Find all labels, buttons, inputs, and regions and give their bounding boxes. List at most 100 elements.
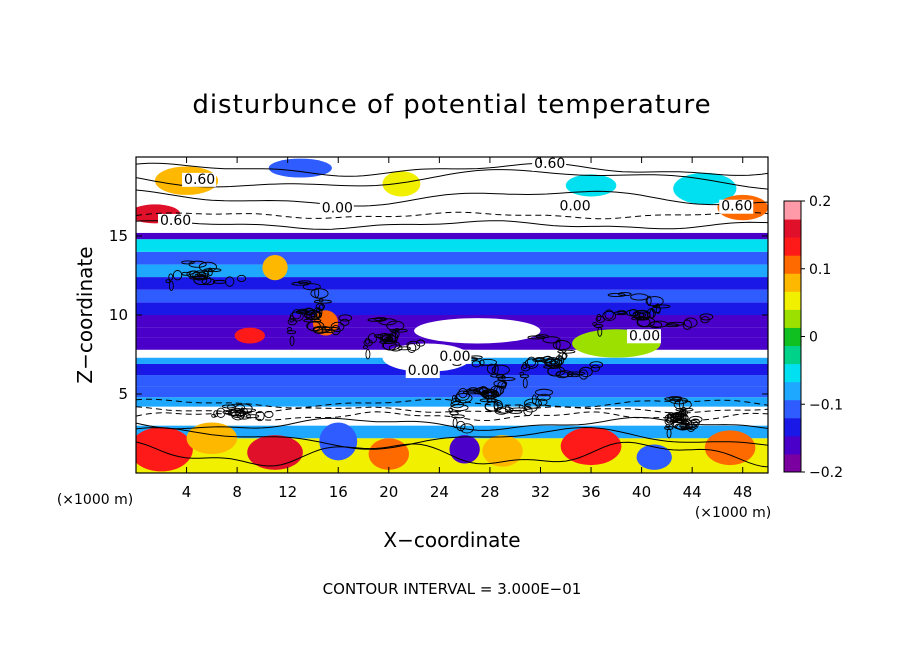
contour-loop [674,422,693,430]
contour-loop [382,340,401,351]
contour-loop [664,413,679,424]
contour-loop [688,415,703,424]
heatmap-blob-8 [636,444,672,470]
contour-loop [462,390,482,395]
heatmap-band-18 [136,232,768,240]
contour-loop [471,360,481,368]
contour-loop [207,267,213,272]
colorbar-cell [784,417,801,437]
contour-label-4: 0.00 [559,199,590,215]
x-tick-label: 32 [531,483,550,501]
contour-loop [388,344,403,352]
contour-loop [646,295,652,306]
contour-loop [519,374,530,379]
contour-loop [677,419,682,424]
contour-labels: 0.600.600.000.600.00 0.600.000.000.00 [158,157,754,379]
contour-loop [524,358,539,369]
contour-loop [451,414,465,419]
colorbar-cell [784,435,801,455]
heatmap-blob-9 [704,430,756,466]
y-unit-label: (×1000 m) [57,492,133,508]
x-tick-label: 16 [329,483,348,501]
colorbar-tick-label: 0.1 [809,262,831,278]
contour-loop [508,409,523,414]
contour-label-7: 0.00 [408,363,439,379]
x-tick-label: 44 [683,483,702,501]
contour-loop [310,318,316,323]
heatmap-band-15 [136,264,768,278]
y-tick-label: 15 [109,227,128,245]
contour-loop [683,317,698,328]
contour-label-5: 0.60 [721,199,752,215]
colorbar-cell [784,381,801,401]
contour-loop [678,399,684,410]
heatmap-blob-17 [414,318,541,344]
contour-loop [301,308,316,316]
contour-loop [558,352,568,360]
contour-line [136,220,768,230]
contour-loop [602,310,617,322]
contour-loop [523,398,543,409]
heatmap-band-17 [136,239,768,252]
heatmap-band-16 [136,251,768,265]
heatmap-blob-13 [565,174,617,197]
contour-label-bg [437,349,472,364]
contour-loop [394,327,400,332]
contour-loop [289,311,304,322]
contour-loop [597,326,603,337]
contour-loop [181,260,195,265]
contour-label-0: 0.60 [184,172,215,188]
contour-loop [315,303,325,311]
contour-loop [286,330,297,335]
contour-line [136,416,768,431]
colorbar-ticks: −0.2 −0.1 0 0.1 0.2 [801,194,843,481]
contour-loop [480,392,499,396]
contour-loop [590,364,601,372]
contour-loop [493,380,508,388]
contour-loop [454,392,473,404]
contour-line [136,189,768,207]
colorbar-cell [784,237,801,256]
contour-line [136,426,768,450]
colorbar-cell [784,453,801,473]
contour-loop [292,309,302,320]
colorbar-cell [784,345,801,365]
contour-loop [676,423,690,431]
contour-loop [388,331,399,343]
heatmap-blob-18 [234,327,265,344]
heatmap-blob-6 [482,435,523,467]
contour-loop [465,388,480,393]
contour-loop [679,423,698,428]
contour-line [136,398,768,409]
colorbar-cell [784,399,801,419]
contour-label-2: 0.00 [322,200,353,216]
heatmap-band-4 [136,386,768,398]
contour-loop [363,339,373,347]
heatmap-blob-12 [382,171,421,197]
contour-label-6: 0.00 [629,328,660,344]
contour-loop [226,403,245,411]
contour-loop [534,388,554,396]
contour-loop [203,269,209,280]
contour-loop [555,370,574,378]
heatmap-band-3 [136,397,768,407]
colorbar-cell [784,255,801,274]
contour-loop [699,313,714,321]
contour-loop [312,325,331,333]
contour-loop [646,308,656,319]
contour-loop [406,340,421,352]
contour-loop [478,388,484,396]
heatmap-blob-5 [449,435,480,464]
contour-loop [291,281,310,286]
contour-line [136,211,768,220]
contour-loop [227,412,246,417]
contour-loop [561,348,567,353]
contour-loop [527,335,546,340]
contour-interval-label: CONTOUR INTERVAL = 3.000E−01 [323,580,582,598]
contour-loop [168,273,174,281]
contour-loop [652,304,671,309]
contour-loop [522,377,528,389]
contour-loop [458,388,468,399]
contour-loop [666,321,686,326]
heatmap-blob-2 [247,435,303,470]
